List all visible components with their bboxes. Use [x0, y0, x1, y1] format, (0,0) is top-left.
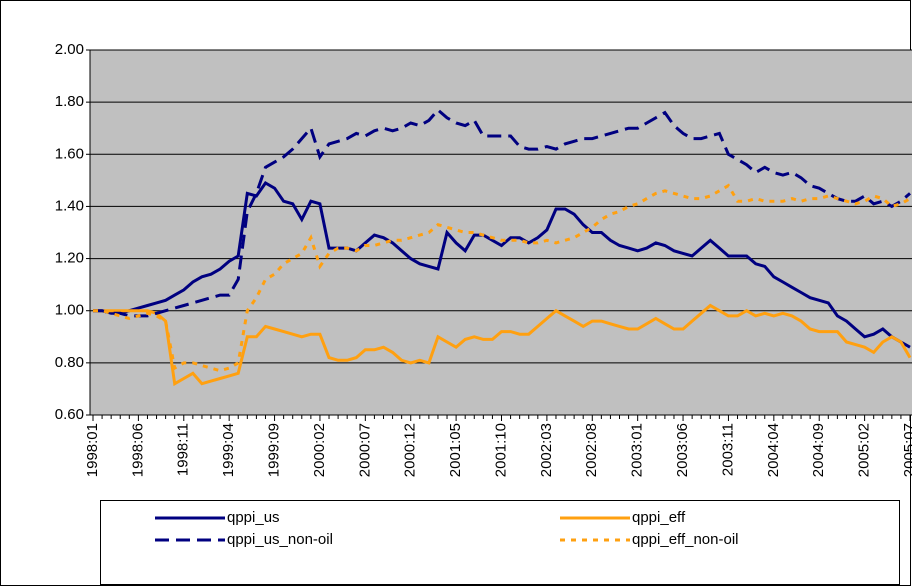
- legend-label: qppi_eff_non-oil: [632, 531, 738, 548]
- x-tick-label: 2003:11: [719, 423, 736, 476]
- x-tick-label: 2005:07: [901, 423, 912, 477]
- x-tick-label: 1998:06: [129, 423, 146, 477]
- x-tick-label: 1999:09: [266, 423, 283, 477]
- x-tick-label: 2004:04: [765, 423, 782, 477]
- x-tick-label: 2003:06: [674, 423, 691, 477]
- y-tick-label: 0.60: [55, 406, 84, 423]
- series-line: [93, 181, 911, 349]
- y-tick-label: 0.80: [55, 354, 84, 371]
- y-tick-label: 1.40: [55, 197, 84, 214]
- legend-label: qppi_eff: [632, 509, 686, 526]
- series-line: [93, 303, 912, 387]
- y-tick-label: 1.60: [55, 145, 84, 162]
- legend: [100, 500, 900, 585]
- legend-label: qppi_us_non-oil: [227, 531, 333, 548]
- x-tick-label: 2005:02: [856, 423, 873, 477]
- series-line: [93, 183, 911, 373]
- x-tick-label: 2001:10: [492, 423, 509, 477]
- legend-label: qppi_us: [227, 509, 280, 526]
- y-tick-label: 1.00: [55, 302, 84, 319]
- plot-area: [90, 50, 912, 415]
- x-tick-label: 2001:05: [447, 423, 464, 477]
- series-line: [93, 107, 911, 318]
- y-tick-label: 1.80: [55, 93, 84, 110]
- x-tick-label: 2002:08: [583, 423, 600, 477]
- x-tick-label: 2004:09: [810, 423, 827, 477]
- x-tick-label: 2000:02: [311, 423, 328, 477]
- x-tick-label: 2002:03: [538, 423, 555, 477]
- x-tick-label: 1998:11: [175, 423, 192, 476]
- x-tick-label: 2003:01: [629, 423, 646, 477]
- y-tick-label: 2.00: [55, 41, 84, 58]
- y-tick-label: 1.20: [55, 250, 84, 267]
- x-tick-label: 1999:04: [220, 423, 237, 477]
- x-tick-label: 2000:07: [356, 423, 373, 477]
- x-tick-label: 2000:12: [402, 423, 419, 477]
- x-tick-label: 1998:01: [84, 423, 101, 477]
